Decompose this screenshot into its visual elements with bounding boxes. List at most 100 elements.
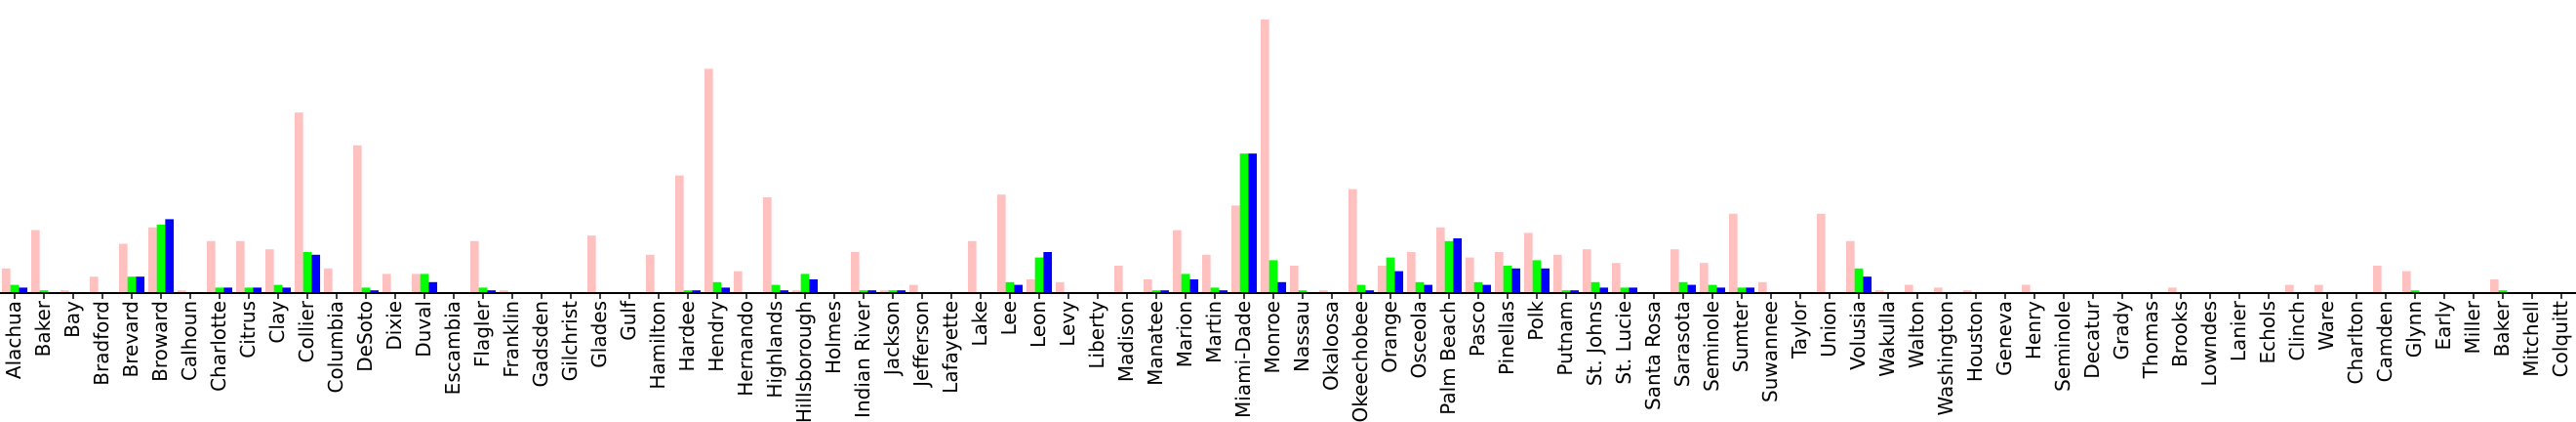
bar-hamilton-series-1 [645,254,655,293]
bar-desoto-series-1 [352,145,362,293]
x-tick-label: Broward [148,301,172,382]
x-tick-label: Decatur [2080,300,2104,378]
x-tick-label: Duval [412,301,435,358]
bar-marion-series-1 [1172,230,1182,293]
bar-baker-series-1 [30,230,40,293]
bar-baker-series-1 [2489,279,2499,293]
bar-indian-river-series-1 [850,252,860,293]
x-tick-label: Echols [2256,301,2279,364]
x-tick-label: Brooks [2168,301,2192,367]
bar-wakulla-series-1 [1874,290,1884,293]
bar-leon-series-2 [1034,257,1044,293]
bar-dixie-series-1 [382,274,391,293]
x-tick-label: Okeechobee [1348,301,1372,422]
bar-charlotte-series-2 [215,287,224,293]
bar-flagler-series-1 [469,240,479,293]
bar-alachua-series-1 [1,268,11,293]
x-tick-label: Indian River [851,300,874,418]
x-tick-label: Palm Beach [1436,301,1460,415]
x-tick-label: Escambia [441,301,464,395]
x-tick-label: Ware [2314,301,2338,351]
bar-brooks-series-1 [2167,287,2177,293]
bar-nassau-series-2 [1298,290,1308,293]
bar-lee-series-2 [1005,281,1015,293]
x-tick-label: Collier [295,300,318,362]
x-tick-label: Houston [1963,301,1987,382]
x-tick-label: Baker [2490,300,2514,357]
bar-martin-series-1 [1201,254,1211,293]
bar-washington-series-1 [1933,287,1943,293]
x-tick-label: Bradford [90,301,113,386]
bar-martin-series-3 [1219,290,1228,293]
x-tick-label: Leon [1026,301,1050,348]
x-tick-label: Mitchell [2519,301,2543,377]
x-tick-label: Charlotte [207,301,230,392]
bar-ware-series-1 [2314,284,2323,293]
x-tick-label: Orange [1378,301,1401,373]
bar-jackson-series-1 [879,290,889,293]
bar-nassau-series-1 [1289,266,1299,293]
x-tick-label: Union [1817,301,1840,358]
bar-lee-series-3 [1014,284,1024,293]
bar-alachua-series-3 [19,287,28,293]
x-tick-label: Santa Rosa [1641,301,1665,410]
x-tick-label: Walton [1905,301,1928,368]
bar-volusia-series-2 [1854,268,1864,293]
x-tick-label: Brevard [119,301,142,377]
bar-franklin-series-1 [499,290,508,293]
bar-manatee-series-2 [1151,290,1161,293]
x-tick-label: Flagler [470,300,494,367]
x-tick-label: Marion [1173,301,1196,367]
x-tick-label: Baker [31,300,55,357]
bar-seminole-series-3 [1716,287,1726,293]
bar-highlands-series-1 [762,197,772,293]
x-tick-label: Polk [1524,301,1548,341]
bar-marion-series-3 [1189,279,1199,293]
bar-manatee-series-3 [1160,290,1170,293]
x-tick-label: Clay [265,301,289,344]
bar-collier-series-1 [294,112,303,293]
bar-polk-series-3 [1541,268,1550,293]
x-tick-label: Monroe [1261,301,1284,374]
bar-sumter-series-1 [1728,213,1738,293]
bar-broward-series-3 [165,219,175,293]
bar-volusia-series-1 [1845,240,1855,293]
bar-pasco-series-1 [1465,257,1474,293]
x-tick-label: Hamilton [646,301,669,390]
bar-pinellas-series-1 [1494,252,1504,293]
x-tick-label: Jackson [880,301,904,377]
x-tick-label: Levy [1056,301,1079,347]
bar-seminole-series-1 [1699,263,1709,293]
bar-baker-series-2 [39,290,49,293]
bar-jackson-series-2 [888,290,898,293]
bar-palm-beach-series-3 [1453,238,1463,293]
bar-martin-series-2 [1210,287,1220,293]
bar-osceola-series-3 [1424,284,1433,293]
bar-flagler-series-2 [478,287,488,293]
x-tick-label: DeSoto [353,301,377,372]
bar-calhoun-series-1 [177,290,186,293]
bar-desoto-series-2 [361,287,371,293]
bar-okaloosa-series-1 [1318,290,1328,293]
bar-monroe-series-3 [1277,281,1287,293]
x-tick-label: Dixie [382,301,406,351]
bar-hendry-series-2 [712,281,722,293]
bar-duval-series-2 [420,274,429,293]
x-tick-label: Osceola [1407,301,1430,379]
bar-indian-river-series-2 [859,290,868,293]
bar-hillsborough-series-2 [800,274,810,293]
bar-pinellas-series-2 [1503,266,1512,293]
x-tick-label: Camden [2373,301,2396,382]
x-tick-label: Lowndes [2197,301,2221,386]
x-tick-label: Wakulla [1875,301,1899,377]
bar-palm-beach-series-2 [1444,240,1454,293]
bar-walton-series-1 [1904,284,1913,293]
bar-jackson-series-3 [897,290,906,293]
bar-brevard-series-1 [118,243,128,293]
bar-orange-series-1 [1377,266,1387,293]
x-tick-label: Volusia [1846,301,1870,370]
x-tick-label: Nassau [1290,301,1313,372]
x-tick-layer: Alachua Baker Bay Bradford Brevard Broward Cal… [2,293,2572,422]
x-tick-label: Lafayette [939,301,962,394]
bar-desoto-series-3 [370,290,380,293]
